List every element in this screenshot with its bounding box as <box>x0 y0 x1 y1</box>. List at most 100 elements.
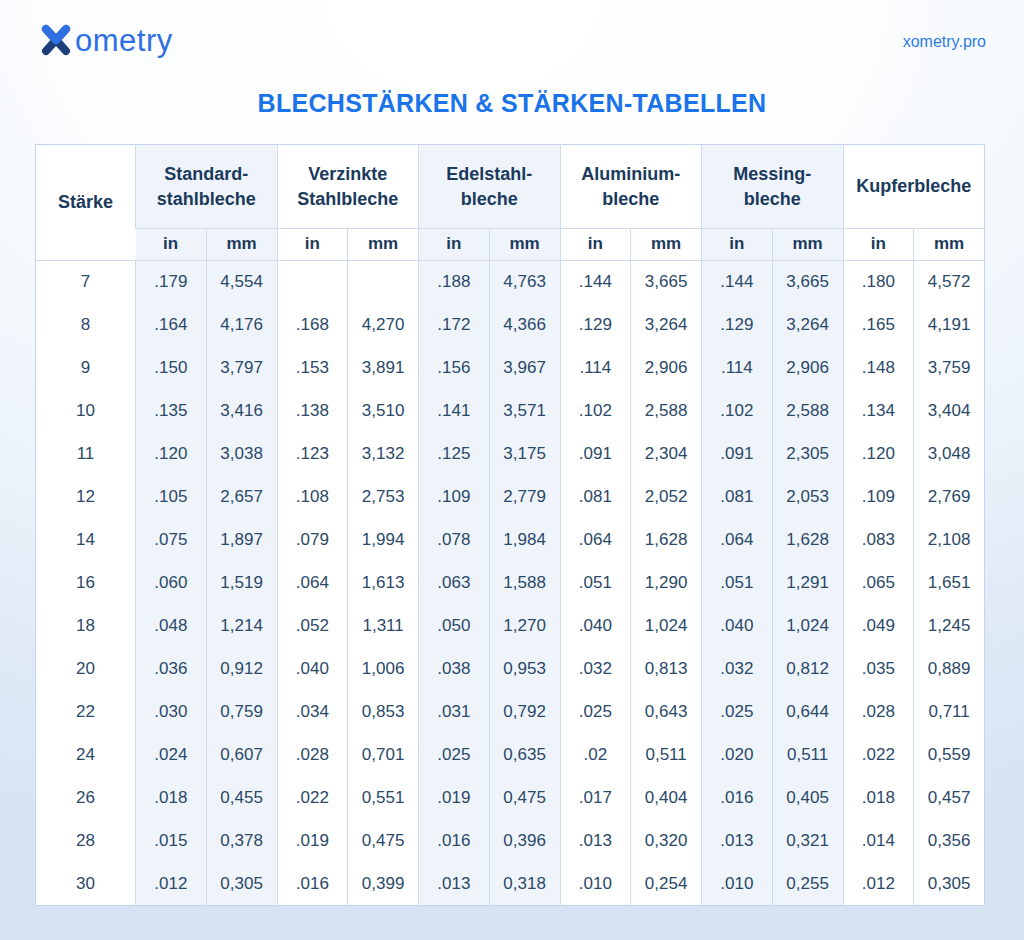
gauge-cell: 28 <box>36 820 136 863</box>
value-cell: .141 <box>419 390 490 433</box>
value-cell: .091 <box>560 433 631 476</box>
unit-header: mm <box>772 229 843 261</box>
value-cell: .150 <box>136 347 207 390</box>
value-cell: .035 <box>843 648 914 691</box>
value-cell: .083 <box>843 519 914 562</box>
gauge-cell: 24 <box>36 734 136 777</box>
table-row: 7.1794,554.1884,763.1443,665.1443,665.18… <box>36 261 985 304</box>
value-cell: .114 <box>560 347 631 390</box>
value-cell: 1,024 <box>772 605 843 648</box>
value-cell: .125 <box>419 433 490 476</box>
value-cell: .188 <box>419 261 490 304</box>
value-cell: .075 <box>136 519 207 562</box>
value-cell: .019 <box>419 777 490 820</box>
value-cell: 1,984 <box>489 519 560 562</box>
value-cell: 0,318 <box>489 863 560 906</box>
value-cell: 0,475 <box>489 777 560 820</box>
value-cell: .064 <box>560 519 631 562</box>
table-row: 22.0300,759.0340,853.0310,792.0250,643.0… <box>36 691 985 734</box>
xometry-logo[interactable]: ometry <box>38 22 173 58</box>
table-row: 24.0240,607.0280,701.0250,635.020,511.02… <box>36 734 985 777</box>
table-body: 7.1794,554.1884,763.1443,665.1443,665.18… <box>36 261 985 906</box>
value-cell: 1,311 <box>348 605 419 648</box>
value-cell: 3,510 <box>348 390 419 433</box>
value-cell: 2,588 <box>772 390 843 433</box>
value-cell: 0,396 <box>489 820 560 863</box>
value-cell: .172 <box>419 304 490 347</box>
unit-header: mm <box>914 229 985 261</box>
value-cell: 3,038 <box>206 433 277 476</box>
value-cell: .051 <box>702 562 773 605</box>
value-cell: .135 <box>136 390 207 433</box>
value-cell: .123 <box>277 433 348 476</box>
table-row: 12.1052,657.1082,753.1092,779.0812,052.0… <box>36 476 985 519</box>
table-row: 20.0360,912.0401,006.0380,953.0320,813.0… <box>36 648 985 691</box>
value-cell: 0,607 <box>206 734 277 777</box>
unit-header-row: inmminmminmminmminmminmm <box>36 229 985 261</box>
table-row: 10.1353,416.1383,510.1413,571.1022,588.1… <box>36 390 985 433</box>
value-cell: .063 <box>419 562 490 605</box>
value-cell: .168 <box>277 304 348 347</box>
value-cell <box>348 261 419 304</box>
value-cell: .018 <box>136 777 207 820</box>
value-cell: .109 <box>843 476 914 519</box>
value-cell: .025 <box>560 691 631 734</box>
value-cell: .038 <box>419 648 490 691</box>
table-row: 11.1203,038.1233,132.1253,175.0912,304.0… <box>36 433 985 476</box>
value-cell: 0,320 <box>631 820 702 863</box>
value-cell: 0,305 <box>206 863 277 906</box>
value-cell: 0,405 <box>772 777 843 820</box>
value-cell: .064 <box>702 519 773 562</box>
value-cell: 3,132 <box>348 433 419 476</box>
value-cell: 4,191 <box>914 304 985 347</box>
xometry-x-icon <box>38 22 74 58</box>
value-cell: 1,290 <box>631 562 702 605</box>
value-cell: .138 <box>277 390 348 433</box>
value-cell: 0,356 <box>914 820 985 863</box>
value-cell: 4,176 <box>206 304 277 347</box>
value-cell: 2,906 <box>772 347 843 390</box>
value-cell: 0,643 <box>631 691 702 734</box>
gauge-cell: 8 <box>36 304 136 347</box>
value-cell: .129 <box>560 304 631 347</box>
value-cell: 2,906 <box>631 347 702 390</box>
value-cell: 3,416 <box>206 390 277 433</box>
value-cell: .016 <box>419 820 490 863</box>
value-cell: 2,108 <box>914 519 985 562</box>
unit-header: in <box>843 229 914 261</box>
value-cell: 1,897 <box>206 519 277 562</box>
value-cell: .012 <box>136 863 207 906</box>
value-cell: .105 <box>136 476 207 519</box>
gauge-cell: 7 <box>36 261 136 304</box>
unit-header: mm <box>206 229 277 261</box>
value-cell: 3,048 <box>914 433 985 476</box>
material-header: Standard-stahlbleche <box>136 145 278 229</box>
material-header: Edelstahl-bleche <box>419 145 561 229</box>
value-cell: .016 <box>277 863 348 906</box>
value-cell: 2,779 <box>489 476 560 519</box>
value-cell: .165 <box>843 304 914 347</box>
value-cell: 1,994 <box>348 519 419 562</box>
value-cell: 0,889 <box>914 648 985 691</box>
value-cell: 3,967 <box>489 347 560 390</box>
value-cell: .025 <box>702 691 773 734</box>
value-cell: 1,214 <box>206 605 277 648</box>
unit-header: in <box>136 229 207 261</box>
table-row: 18.0481,214.0521,311.0501,270.0401,024.0… <box>36 605 985 648</box>
value-cell: 4,270 <box>348 304 419 347</box>
value-cell: .010 <box>560 863 631 906</box>
table-row: 26.0180,455.0220,551.0190,475.0170,404.0… <box>36 777 985 820</box>
value-cell: .013 <box>560 820 631 863</box>
value-cell: 3,665 <box>772 261 843 304</box>
value-cell: .025 <box>419 734 490 777</box>
value-cell <box>277 261 348 304</box>
value-cell: 0,559 <box>914 734 985 777</box>
value-cell: .144 <box>702 261 773 304</box>
material-header-row: StärkeStandard-stahlblecheVerzinkteStahl… <box>36 145 985 229</box>
value-cell: 3,759 <box>914 347 985 390</box>
site-link[interactable]: xometry.pro <box>903 33 986 51</box>
page-header: ometry xometry.pro <box>0 0 1024 70</box>
value-cell: 0,378 <box>206 820 277 863</box>
value-cell: 2,657 <box>206 476 277 519</box>
material-header: Aluminium-bleche <box>560 145 702 229</box>
